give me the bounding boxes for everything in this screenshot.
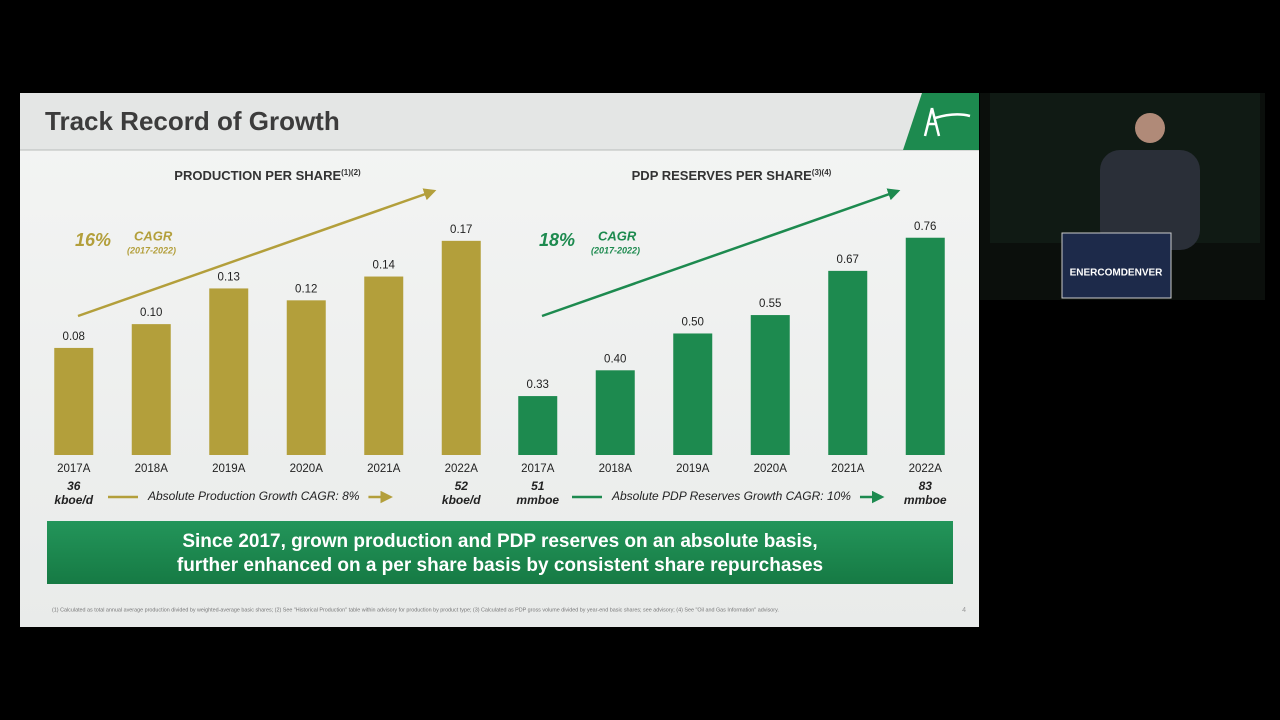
volume-note: kboe/d	[442, 493, 481, 507]
volume-note: 51	[531, 479, 545, 493]
x-tick-label: 2019A	[676, 463, 710, 475]
bar	[209, 288, 249, 455]
x-tick-label: 2017A	[57, 463, 91, 475]
volume-note: mmboe	[516, 493, 559, 507]
logo	[903, 93, 979, 150]
value-label: 0.33	[527, 379, 549, 391]
bar	[750, 315, 790, 455]
x-tick-label: 2022A	[445, 463, 479, 475]
bar	[673, 333, 713, 455]
chart-title-superscript: (3)(4)	[812, 168, 832, 177]
x-tick-label: 2020A	[754, 463, 788, 475]
x-tick-label: 2017A	[521, 463, 555, 475]
charts: PRODUCTION PER SHARE(1)(2) 0.08 2017A 0.10 2…	[54, 168, 947, 507]
speaker-head	[1135, 113, 1165, 143]
trend-arrow	[541, 188, 901, 318]
chart-title-text: PDP RESERVES PER SHARE	[632, 168, 812, 183]
value-label: 0.13	[218, 271, 240, 283]
footnote: (1) Calculated as total annual average p…	[52, 607, 779, 613]
value-label: 0.08	[63, 331, 85, 343]
volume-note: 83	[919, 479, 933, 493]
volume-note: kboe/d	[54, 493, 93, 507]
value-label: 0.40	[604, 353, 626, 365]
bar	[441, 240, 481, 455]
value-label: 0.50	[682, 317, 704, 329]
growth-note: Absolute PDP Reserves Growth CAGR: 10%	[611, 489, 851, 503]
page-number: 4	[962, 607, 966, 614]
bar	[518, 396, 558, 455]
x-tick-label: 2019A	[212, 463, 246, 475]
x-tick-label: 2021A	[831, 463, 865, 475]
value-label: 0.17	[450, 224, 472, 236]
banner-line: Since 2017, grown production and PDP res…	[182, 531, 817, 552]
chart-title-superscript: (1)(2)	[341, 168, 361, 177]
bar	[595, 370, 635, 455]
growth-note: Absolute Production Growth CAGR: 8%	[147, 489, 360, 503]
cagr-value: 16%	[75, 230, 111, 250]
volume-note: 36	[67, 479, 81, 493]
chart-title: PDP RESERVES PER SHARE(3)(4)	[632, 168, 832, 183]
bar	[131, 324, 171, 455]
value-label: 0.76	[914, 221, 936, 233]
x-tick-label: 2021A	[367, 463, 401, 475]
value-label: 0.10	[140, 307, 162, 319]
cagr-label: CAGR	[598, 228, 637, 243]
cagr-period: (2017-2022)	[127, 245, 176, 255]
cagr-period: (2017-2022)	[591, 245, 640, 255]
banner	[47, 521, 953, 584]
header	[20, 93, 979, 150]
bar	[364, 276, 404, 455]
x-tick-label: 2022A	[909, 463, 943, 475]
value-label: 0.67	[837, 254, 859, 266]
bar	[828, 270, 868, 455]
x-tick-label: 2018A	[599, 463, 633, 475]
event-name: ENERCOMDENVER	[1070, 268, 1164, 279]
bar	[286, 300, 326, 455]
trend-arrow	[77, 188, 437, 318]
cagr-label: CAGR	[134, 228, 173, 243]
value-label: 0.55	[759, 298, 781, 310]
podium-sign	[1061, 232, 1172, 299]
value-label: 0.12	[295, 283, 317, 295]
x-tick-label: 2018A	[135, 463, 169, 475]
value-label: 0.14	[373, 260, 396, 272]
bar	[905, 237, 945, 455]
cagr-value: 18%	[539, 230, 575, 250]
banner-line: further enhanced on a per share basis by…	[177, 555, 823, 576]
volume-note: 52	[455, 479, 469, 493]
x-tick-label: 2020A	[290, 463, 324, 475]
bar	[54, 347, 94, 455]
volume-note: mmboe	[904, 493, 947, 507]
slide-title: Track Record of Growth	[45, 106, 340, 136]
chart-title-text: PRODUCTION PER SHARE	[174, 168, 341, 183]
logo-mark	[923, 107, 971, 137]
chart-title: PRODUCTION PER SHARE(1)(2)	[174, 168, 361, 183]
speaker-body	[1100, 150, 1200, 250]
